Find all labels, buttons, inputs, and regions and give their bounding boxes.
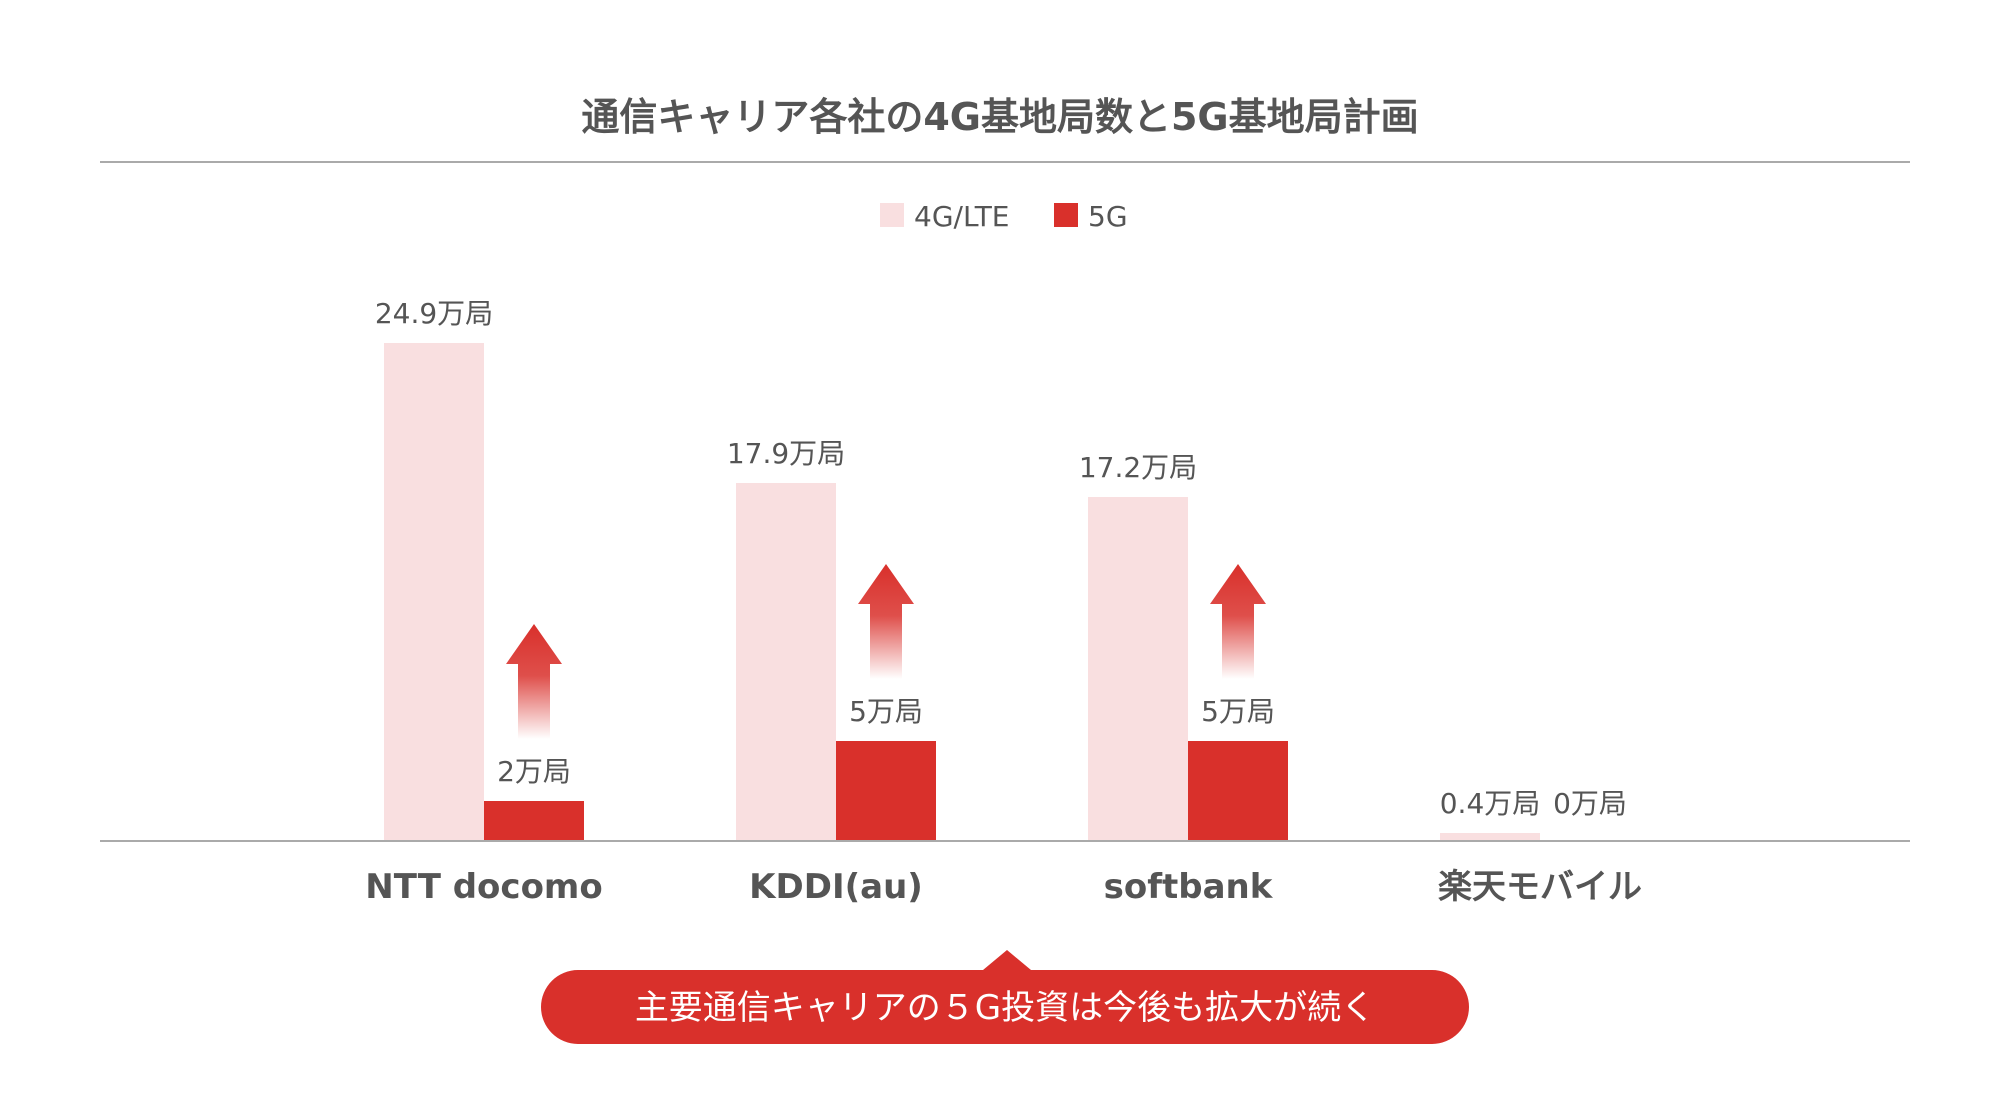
value-label-4g: 0.4万局 <box>1440 787 1541 820</box>
value-label-5g: 0万局 <box>1553 787 1627 820</box>
value-label-4g: 17.9万局 <box>727 437 845 470</box>
bar-5g <box>836 741 936 841</box>
callout-bubble <box>541 950 1469 1044</box>
category-label: softbank <box>1104 867 1274 907</box>
growth-arrow-icon <box>858 564 914 679</box>
category-label: NTT docomo <box>365 867 602 907</box>
bar-4g <box>1088 497 1188 841</box>
value-label-5g: 5万局 <box>1201 695 1275 728</box>
growth-arrow-icon <box>1210 564 1266 679</box>
legend: 4G/LTE 5G <box>880 200 1128 233</box>
value-label-5g: 5万局 <box>849 695 923 728</box>
legend-label-4g: 4G/LTE <box>914 200 1009 233</box>
bar-group: 24.9万局 2万局 NTT docomo 17.9万局 5万局 KDDI(au) 17.2… <box>365 297 1642 907</box>
category-label: KDDI(au) <box>749 867 923 907</box>
chart-title: 通信キャリア各社の4G基地局数と5G基地局計画 <box>581 95 1418 139</box>
value-label-5g: 2万局 <box>497 755 571 788</box>
bar-4g <box>736 483 836 841</box>
value-label-4g: 24.9万局 <box>375 297 493 330</box>
legend-swatch-4g <box>880 203 904 227</box>
growth-arrow-icon <box>506 624 562 739</box>
bar-4g <box>384 343 484 841</box>
value-label-4g: 17.2万局 <box>1079 451 1197 484</box>
legend-label-5g: 5G <box>1088 200 1128 233</box>
callout: 主要通信キャリアの５G投資は今後も拡大が続く <box>541 950 1469 1044</box>
legend-swatch-5g <box>1054 203 1078 227</box>
callout-text: 主要通信キャリアの５G投資は今後も拡大が続く <box>635 988 1375 1028</box>
bar-4g <box>1440 833 1540 841</box>
category-label: 楽天モバイル <box>1438 867 1642 907</box>
bar-5g <box>484 801 584 841</box>
bar-5g <box>1188 741 1288 841</box>
